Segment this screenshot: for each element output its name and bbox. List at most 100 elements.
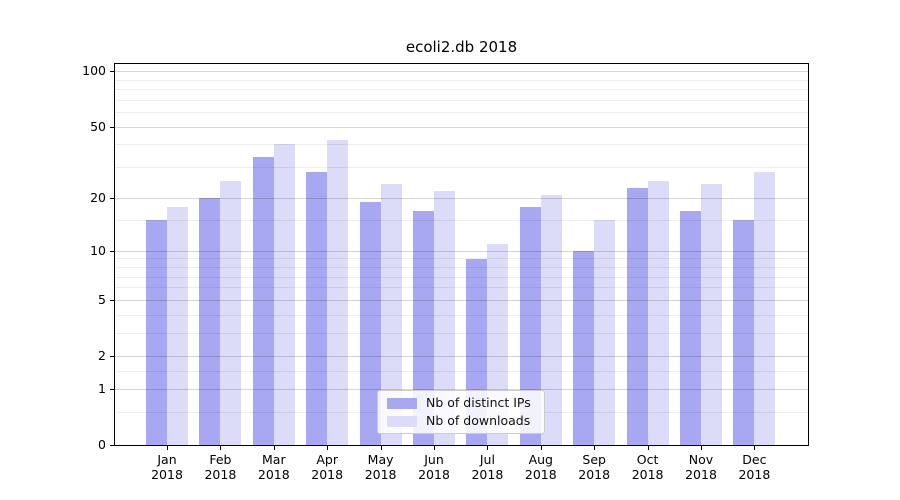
bar-distinct-ips-nov	[680, 210, 701, 445]
x-tick-label-jan: Jan 2018	[135, 452, 199, 482]
bar-downloads-jan	[167, 206, 188, 445]
bar-distinct-ips-jan	[146, 220, 167, 445]
x-label-year: 2018	[578, 467, 611, 482]
y-tick-label-5: 5	[98, 291, 106, 307]
legend-label-downloads: Nb of downloads	[426, 413, 531, 428]
x-tick-mark-oct	[647, 446, 649, 450]
x-label-year: 2018	[524, 467, 557, 482]
x-label-year: 2018	[311, 467, 344, 482]
y-tick-label-2: 2	[98, 348, 106, 363]
x-label-year: 2018	[418, 467, 450, 482]
x-label-month: Jan	[157, 452, 177, 467]
bar-downloads-aug	[540, 194, 562, 445]
x-tick-label-jul: Jul 2018	[455, 452, 519, 482]
plot-area	[114, 63, 809, 446]
x-label-month: Mar	[262, 452, 286, 467]
gridline-minor-15	[115, 220, 808, 222]
x-tick-mark-dec	[754, 446, 756, 450]
x-tick-label-oct: Oct 2018	[616, 452, 680, 482]
bar-distinct-ips-sep	[573, 250, 595, 445]
gridline-minor-40	[115, 144, 808, 146]
x-label-month: Jul	[479, 452, 495, 467]
legend-item-downloads: Nb of downloads	[387, 414, 535, 428]
x-tick-label-may: May 2018	[349, 452, 413, 482]
bar-distinct-ips-jun	[413, 210, 434, 445]
x-label-year: 2018	[631, 467, 664, 482]
x-label-month: May	[367, 452, 394, 467]
chart-title: ecoli2.db 2018	[405, 38, 518, 56]
x-label-month: Feb	[209, 452, 232, 467]
x-tick-mark-apr	[327, 446, 329, 450]
y-tick-mark-20	[110, 198, 114, 200]
gridline-major-50	[115, 126, 808, 128]
bar-distinct-ips-dec	[733, 220, 755, 445]
gridline-major-2	[115, 356, 808, 357]
legend-swatch-distinct-ips	[387, 397, 417, 409]
gridline-major-100	[115, 71, 808, 73]
gridline-minor-9	[115, 258, 808, 260]
bar-downloads-apr	[327, 140, 349, 445]
bar-downloads-sep	[594, 220, 616, 445]
bar-downloads-oct	[647, 181, 669, 445]
x-label-month: Aug	[528, 452, 553, 467]
gridline-minor-60	[115, 112, 808, 114]
gridline-minor-8	[115, 267, 808, 269]
bar-distinct-ips-feb	[199, 198, 221, 445]
bar-downloads-jun	[434, 191, 455, 445]
gridline-minor-7	[115, 276, 808, 278]
y-tick-mark-5	[110, 299, 114, 301]
x-label-month: Dec	[742, 452, 767, 467]
bar-distinct-ips-aug	[519, 206, 541, 445]
y-tick-label-20: 20	[90, 190, 106, 206]
bar-downloads-mar	[273, 144, 295, 445]
gridline-minor-80	[115, 89, 808, 91]
bar-distinct-ips-oct	[626, 187, 648, 445]
gridline-minor-4	[115, 314, 808, 316]
x-label-month: Nov	[688, 452, 714, 467]
gridline-minor-3	[115, 332, 808, 334]
y-tick-label-100: 100	[82, 63, 106, 79]
gridline-minor-6	[115, 287, 808, 289]
gridline-major-5	[115, 299, 808, 301]
x-label-month: Apr	[316, 452, 338, 467]
x-tick-label-jun: Jun 2018	[402, 452, 466, 482]
x-label-year: 2018	[257, 467, 290, 482]
x-tick-label-apr: Apr 2018	[295, 452, 359, 482]
legend: Nb of distinct IPs Nb of downloads	[377, 390, 545, 434]
gridline-minor-1_5	[115, 370, 808, 372]
x-label-year: 2018	[204, 467, 237, 482]
x-tick-mark-aug	[540, 446, 542, 450]
gridline-major-1	[115, 388, 808, 390]
y-tick-mark-1	[110, 388, 114, 390]
x-tick-mark-jul	[487, 446, 489, 450]
gridline-major-20	[115, 198, 808, 200]
x-label-year: 2018	[151, 467, 183, 482]
x-tick-label-nov: Nov 2018	[669, 452, 733, 482]
x-tick-label-sep: Sep 2018	[562, 452, 626, 482]
bar-distinct-ips-apr	[306, 172, 328, 445]
y-tick-mark-50	[110, 126, 114, 128]
bar-distinct-ips-mar	[252, 157, 274, 445]
x-tick-label-feb: Feb 2018	[188, 452, 252, 482]
x-tick-mark-feb	[220, 446, 222, 450]
gridline-minor-90	[115, 79, 808, 81]
x-label-month: Sep	[582, 452, 606, 467]
x-label-month: Oct	[636, 452, 659, 467]
y-tick-mark-0	[110, 445, 114, 446]
x-tick-label-aug: Aug 2018	[509, 452, 573, 482]
x-tick-mark-sep	[594, 446, 596, 450]
legend-label-distinct-ips: Nb of distinct IPs	[426, 395, 531, 410]
x-tick-mark-mar	[273, 446, 275, 450]
y-tick-mark-10	[110, 250, 114, 252]
x-tick-mark-jun	[434, 446, 435, 450]
x-tick-label-mar: Mar 2018	[242, 452, 306, 482]
x-tick-mark-nov	[701, 446, 702, 450]
y-tick-label-50: 50	[90, 118, 106, 134]
x-label-year: 2018	[364, 467, 397, 482]
bar-downloads-dec	[754, 172, 776, 445]
bar-distinct-ips-may	[359, 202, 381, 445]
legend-swatch-downloads	[387, 415, 417, 427]
y-tick-mark-2	[110, 356, 114, 357]
x-label-year: 2018	[738, 467, 771, 482]
